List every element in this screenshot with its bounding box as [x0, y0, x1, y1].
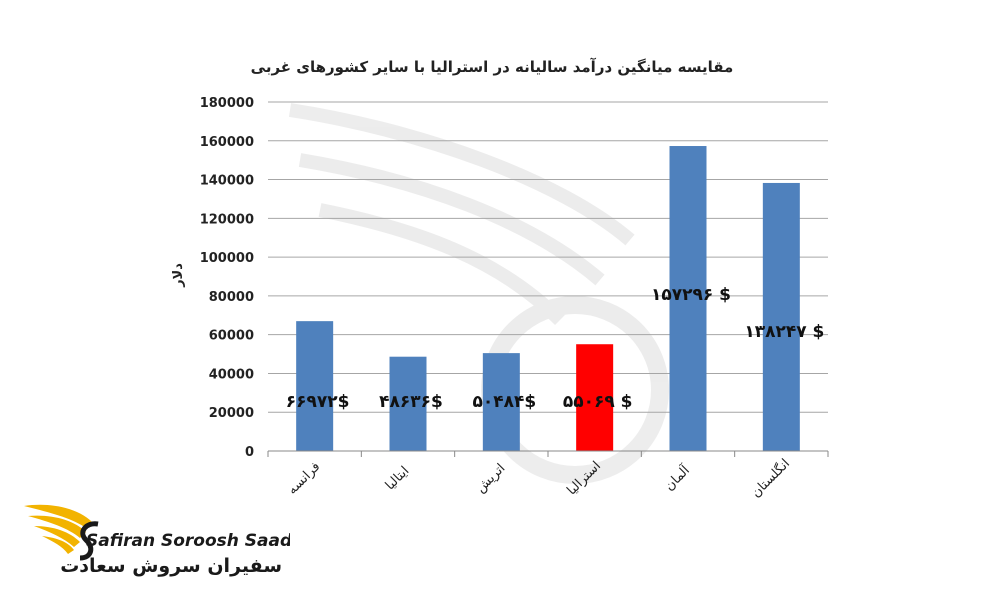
data-labels: ۶۶۹۷۲$ ۴۸۶۳۶$ ۵۰۴۸۴$ ۵۵۰۶۹ $ ۱۵۷۲۹۶ $ ۱۳۸۲۴۷ …: [286, 285, 825, 412]
bar: [482, 353, 520, 451]
x-tick-label: ایتالیا: [383, 464, 413, 494]
brand-logo: Safiran Soroosh Saadat سفیران سروش سعادت: [20, 492, 313, 582]
bar: [389, 356, 427, 451]
x-tick-label: انگلستان: [748, 456, 793, 501]
x-tick-label: فرانسه: [285, 459, 323, 497]
y-tick-label: 80000: [209, 290, 254, 305]
chart-title: مقایسه میانگین درآمد سالیانه در استرالیا…: [251, 58, 734, 76]
data-label: ۶۶۹۷۲$: [286, 392, 350, 412]
y-tick-label: 100000: [200, 251, 254, 266]
y-tick-label: 20000: [209, 406, 254, 421]
data-label: ۵۰۴۸۴$: [472, 392, 536, 412]
bar: [296, 321, 334, 451]
bar: [576, 344, 614, 451]
grid: [267, 101, 829, 457]
y-axis-label: دلار: [171, 263, 186, 288]
x-tick-label: اتریش: [473, 461, 508, 496]
brand-name-en: Safiran Soroosh Saadat: [86, 531, 290, 551]
bars: [296, 146, 800, 452]
data-label: ۵۵۰۶۹ $: [563, 392, 633, 412]
bar: [669, 146, 707, 451]
y-tick-label: 0: [245, 445, 254, 460]
bar: [762, 182, 800, 452]
y-tick-label: 160000: [200, 135, 254, 150]
brand-name-fa: سفیران سروش سعادت: [60, 555, 282, 577]
data-label: ۱۳۸۲۴۷ $: [744, 322, 824, 342]
y-tick-label: 180000: [200, 96, 254, 111]
winged-s-logo-icon: Safiran Soroosh Saadat سفیران سروش سعادت: [24, 504, 313, 577]
y-tick-label: 60000: [209, 329, 254, 344]
y-tick-label: 120000: [200, 212, 254, 227]
data-label: ۱۵۷۲۹۶ $: [651, 285, 731, 305]
y-tick-label: 140000: [200, 174, 254, 189]
y-tick-labels: 0 20000 40000 60000 80000 100000 120000 140000 1…: [200, 96, 254, 460]
y-tick-label: 40000: [209, 367, 254, 382]
x-tick-label: آلمان: [661, 461, 694, 494]
data-label: ۴۸۶۳۶$: [379, 392, 443, 412]
